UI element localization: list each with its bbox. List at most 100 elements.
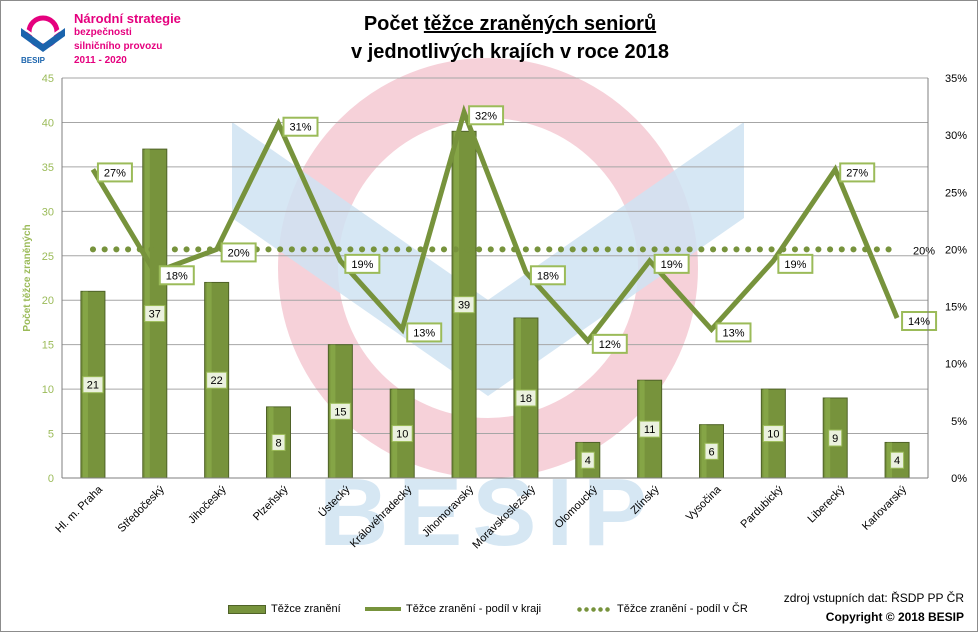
bar-value-box bbox=[329, 402, 351, 420]
share-value-text: 19% bbox=[661, 259, 683, 271]
bar-highlight bbox=[268, 406, 274, 478]
bar-value-text: 18 bbox=[520, 393, 532, 405]
bar-value-label: 10 bbox=[391, 425, 413, 443]
bar-value-box bbox=[515, 389, 537, 407]
share-value-text: 27% bbox=[104, 167, 126, 179]
title-line2: v jednotlivých krajích v roce 2018 bbox=[351, 41, 669, 63]
bar-value-text: 11 bbox=[644, 424, 655, 436]
share-value-label: 19% bbox=[777, 253, 814, 274]
bar-value-box bbox=[704, 442, 719, 460]
legend-bar-swatch bbox=[228, 604, 266, 614]
share-value-box bbox=[96, 162, 133, 183]
share-value-box bbox=[777, 253, 814, 274]
bar-value-label: 37 bbox=[144, 305, 166, 323]
chart-title: Počet těžce zraněných seniorů v jednotli… bbox=[300, 10, 720, 66]
legend-line-label: Těžce zranění - podíl v kraji bbox=[406, 603, 542, 615]
share-value-label: 32% bbox=[468, 105, 505, 126]
share-value-box bbox=[591, 333, 628, 354]
share-value-text: 19% bbox=[351, 259, 373, 271]
bar-value-box bbox=[580, 451, 595, 469]
y-tick-label: 5 bbox=[48, 429, 54, 441]
y-tick-label: 35 bbox=[42, 162, 54, 174]
bar-value-text: 15 bbox=[334, 406, 346, 418]
share-value-label: 19% bbox=[344, 253, 381, 274]
bar-value-box bbox=[206, 371, 228, 389]
share-value-label: 13% bbox=[715, 322, 752, 343]
bar-value-box bbox=[391, 425, 413, 443]
share-value-box bbox=[344, 253, 381, 274]
national-share-label: 20% bbox=[913, 245, 935, 257]
share-value-text: 18% bbox=[537, 270, 559, 282]
share-value-box bbox=[406, 322, 443, 343]
share-value-text: 19% bbox=[784, 259, 806, 271]
bar-highlight bbox=[887, 442, 893, 478]
share-value-label: 27% bbox=[96, 162, 133, 183]
data-labels: 21 37 22 8 15 10 39 18 4 11 6 10 9 4 27% 18% 20% 31% 19% 13… bbox=[82, 105, 938, 469]
share-value-text: 13% bbox=[413, 327, 435, 339]
y2-tick-label: 15% bbox=[945, 302, 967, 314]
bar-value-text: 10 bbox=[767, 429, 779, 441]
share-value-text: 27% bbox=[846, 167, 868, 179]
legend-dotted-swatch bbox=[576, 606, 612, 612]
bar-value-text: 4 bbox=[585, 455, 591, 467]
bar-value-label: 4 bbox=[580, 451, 595, 469]
x-tick-label: Pardubický bbox=[739, 483, 786, 530]
besip-logo: BESIP Národní strategie bezpečnosti siln… bbox=[14, 12, 184, 72]
logo-brand: BESIP bbox=[21, 56, 46, 65]
share-value-box bbox=[715, 322, 752, 343]
bar-value-label: 8 bbox=[271, 433, 286, 451]
bar-value-label: 10 bbox=[762, 425, 784, 443]
share-value-box bbox=[220, 242, 257, 263]
legend-line-swatch bbox=[365, 607, 401, 612]
bar-value-text: 37 bbox=[149, 309, 161, 321]
share-value-text: 32% bbox=[475, 110, 497, 122]
x-tick-label: Vysočina bbox=[684, 483, 724, 523]
bar-highlight bbox=[825, 398, 831, 478]
share-value-label: 20% bbox=[220, 242, 257, 263]
x-tick-label: Karlovarský bbox=[860, 483, 909, 532]
bar-value-box bbox=[762, 425, 784, 443]
y2-tick-label: 0% bbox=[951, 473, 967, 485]
share-value-label: 27% bbox=[839, 162, 876, 183]
y2-tick-label: 30% bbox=[945, 130, 967, 142]
share-value-box bbox=[158, 265, 195, 286]
bar-value-text: 6 bbox=[708, 446, 714, 458]
legend-bar-label: Těžce zranění bbox=[271, 603, 341, 615]
bar-value-label: 4 bbox=[890, 451, 905, 469]
bar-value-label: 18 bbox=[515, 389, 537, 407]
y-tick-label: 20 bbox=[42, 295, 54, 307]
bar-value-label: 9 bbox=[828, 429, 843, 447]
y-tick-label: 15 bbox=[42, 340, 54, 352]
bar-value-box bbox=[828, 429, 843, 447]
share-value-label: 18% bbox=[158, 265, 195, 286]
x-tick-label: Středočeský bbox=[116, 483, 168, 535]
bar-highlight bbox=[701, 424, 707, 478]
legend-item-dotted: Těžce zranění - podíl v ČR bbox=[576, 603, 748, 615]
share-value-label: 12% bbox=[591, 333, 628, 354]
legend-dotted-label: Těžce zranění - podíl v ČR bbox=[617, 603, 748, 615]
share-value-box bbox=[653, 253, 690, 274]
y2-tick-label: 20% bbox=[945, 244, 967, 256]
bar-value-label: 6 bbox=[704, 442, 719, 460]
share-value-label: 18% bbox=[529, 265, 566, 286]
title-underlined: těžce zraněných seniorů bbox=[423, 13, 657, 35]
bar-value-box bbox=[639, 420, 661, 438]
x-tick-label: Jihočeský bbox=[186, 483, 229, 526]
bar-value-label: 22 bbox=[206, 371, 228, 389]
y2-tick-label: 25% bbox=[945, 187, 967, 199]
bar-highlight bbox=[577, 442, 583, 478]
copyright-note: Copyright © 2018 BESIP bbox=[825, 610, 964, 624]
share-value-label: 31% bbox=[282, 116, 319, 137]
x-tick-label: Plzeňský bbox=[251, 483, 291, 523]
y-axis-title: Počet těžce zraněných bbox=[22, 224, 33, 331]
y-tick-label: 30 bbox=[42, 206, 54, 218]
y-tick-label: 25 bbox=[42, 251, 54, 263]
bar-value-box bbox=[271, 433, 286, 451]
share-value-text: 12% bbox=[599, 339, 621, 351]
y2-tick-label: 5% bbox=[951, 416, 967, 428]
regional-share-line bbox=[90, 104, 900, 345]
x-tick-label: Liberecký bbox=[806, 483, 848, 525]
share-value-label: 19% bbox=[653, 253, 690, 274]
bar-value-text: 21 bbox=[87, 380, 99, 392]
logo-text: Národní strategie bezpečnosti silničního… bbox=[74, 12, 181, 68]
